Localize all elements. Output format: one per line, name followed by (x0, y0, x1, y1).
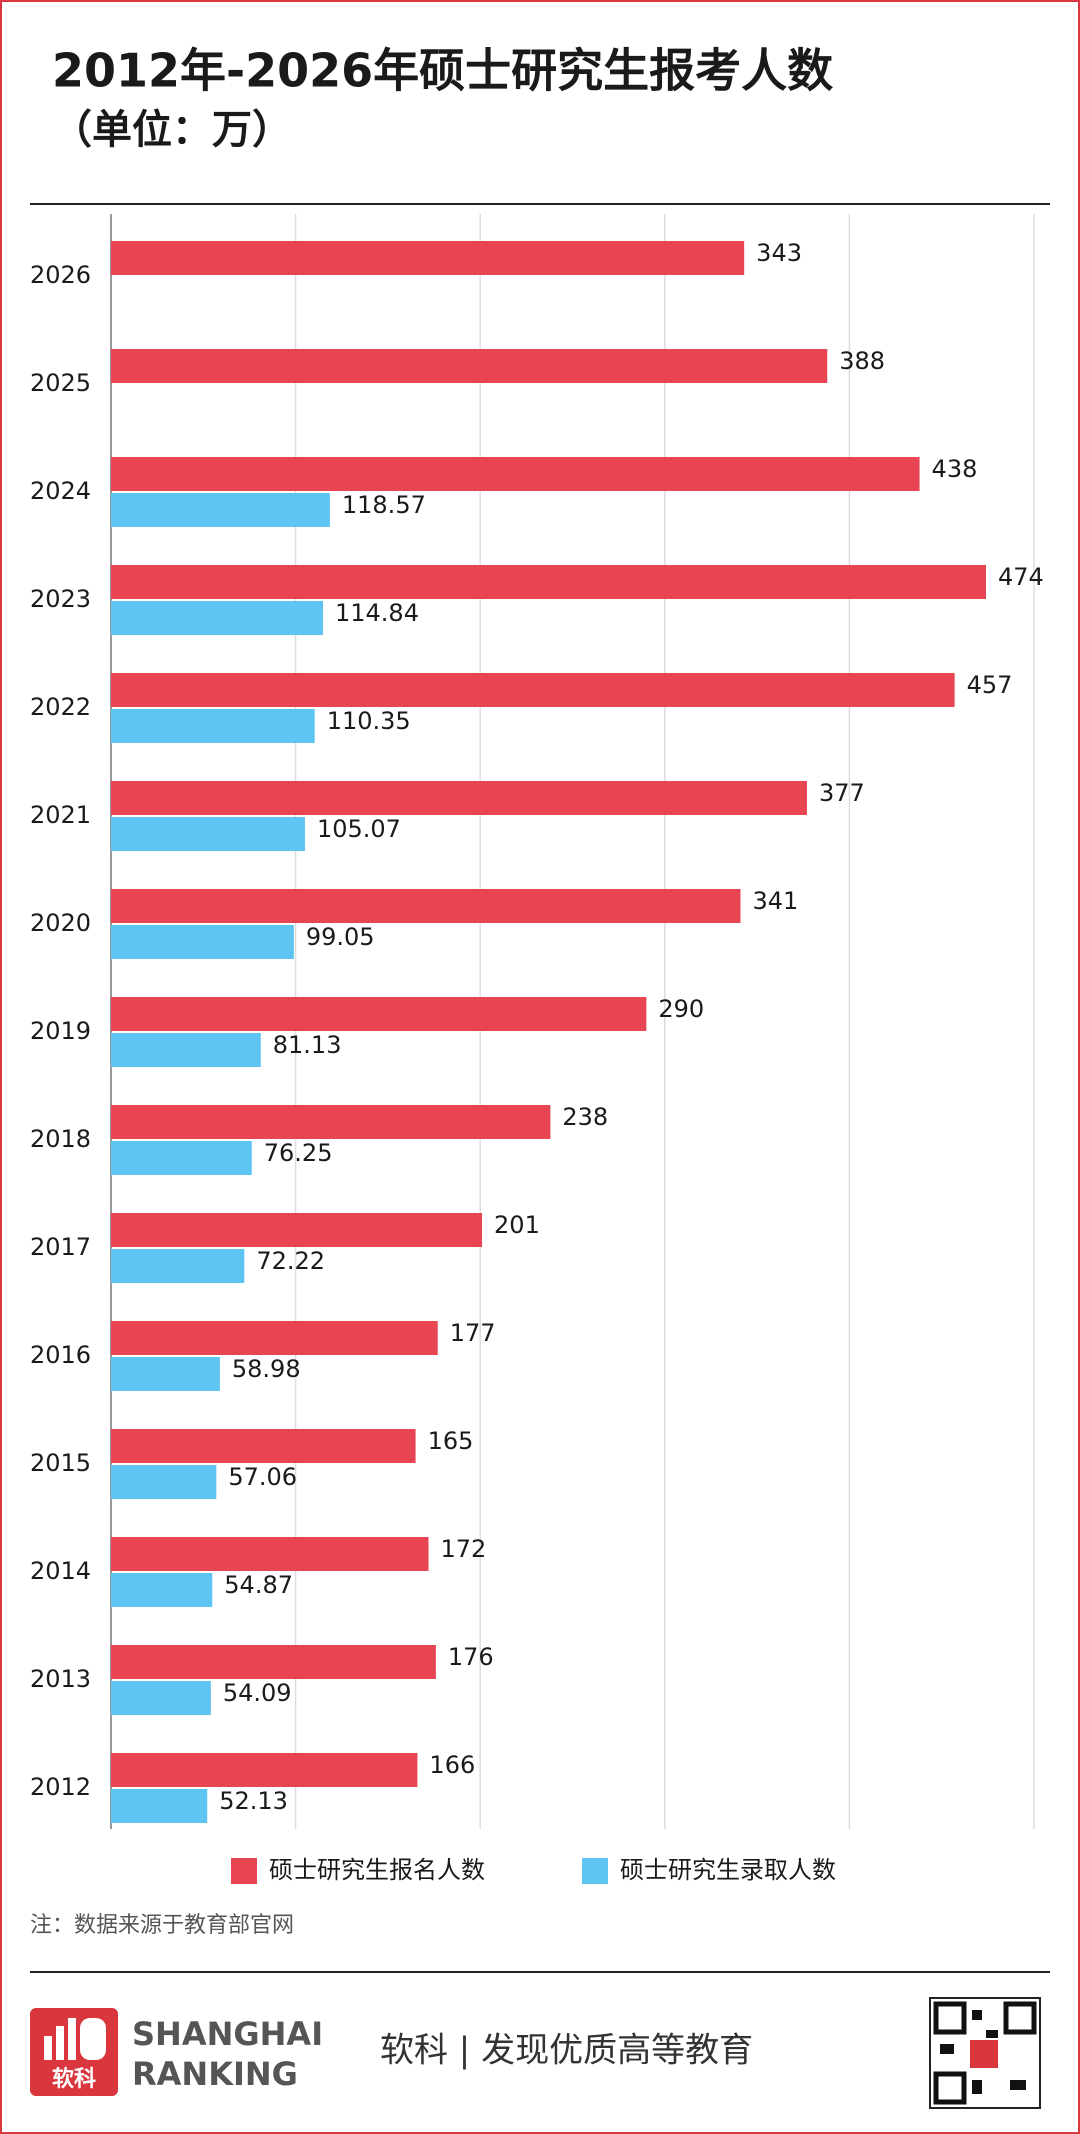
y-tick-label: 2017 (30, 1233, 91, 1261)
bar (111, 781, 807, 815)
slogan: 软科 | 发现优质高等教育 (380, 2031, 753, 2071)
value-label: 388 (839, 347, 885, 375)
bar (111, 1141, 252, 1175)
logo-bar (68, 2018, 76, 2060)
y-tick-label: 2019 (30, 1017, 91, 1045)
value-label: 76.25 (264, 1139, 333, 1167)
qr-finder (933, 2001, 967, 2035)
bar (111, 889, 741, 923)
y-tick-label: 2025 (30, 369, 91, 397)
note: 注：数据来源于教育部官网 (30, 1913, 294, 1938)
bar (111, 457, 920, 491)
qr-dot (972, 2080, 982, 2094)
bar (111, 241, 745, 275)
bar (111, 1645, 436, 1679)
bar (111, 925, 294, 959)
value-label: 110.35 (327, 707, 411, 735)
y-tick-label: 2020 (30, 909, 91, 937)
value-label: 166 (429, 1751, 475, 1779)
value-label: 172 (441, 1535, 487, 1563)
y-tick-label: 2018 (30, 1125, 91, 1153)
bar (111, 349, 828, 383)
value-label: 72.22 (256, 1247, 325, 1275)
bar (111, 1789, 208, 1823)
value-label: 81.13 (273, 1031, 342, 1059)
bar (111, 1573, 213, 1607)
logo-text: 软科 (52, 2066, 96, 2092)
bar (111, 565, 987, 599)
value-label: 343 (756, 239, 802, 267)
y-tick-label: 2024 (30, 477, 91, 505)
value-label: 438 (932, 455, 978, 483)
value-label: 201 (494, 1211, 540, 1239)
legend-swatch (582, 1858, 608, 1884)
value-label: 341 (752, 887, 798, 915)
value-label: 177 (450, 1319, 496, 1347)
value-label: 54.87 (224, 1571, 293, 1599)
qr-finder (1003, 2001, 1037, 2035)
value-label: 54.09 (223, 1679, 292, 1707)
bar (111, 997, 647, 1031)
qr-dot (986, 2030, 998, 2038)
value-label: 474 (998, 563, 1044, 591)
bar (111, 1033, 261, 1067)
y-tick-label: 2013 (30, 1665, 91, 1693)
bar (111, 1321, 438, 1355)
logo: 软科 (30, 2008, 118, 2096)
value-label: 52.13 (219, 1787, 288, 1815)
qr-finder (933, 2071, 967, 2105)
value-label: 114.84 (335, 599, 419, 627)
value-label: 58.98 (232, 1355, 301, 1383)
bar (111, 1429, 416, 1463)
brand-line: SHANGHAI (132, 2015, 323, 2053)
qr-logo (970, 2040, 998, 2068)
brand-line: RANKING (132, 2055, 298, 2093)
value-label: 165 (428, 1427, 474, 1455)
value-label: 377 (819, 779, 865, 807)
bar (111, 601, 323, 635)
value-label: 118.57 (342, 491, 426, 519)
logo-bar (44, 2036, 52, 2060)
value-label: 238 (562, 1103, 608, 1131)
bar (111, 673, 955, 707)
y-tick-label: 2026 (30, 261, 91, 289)
bar (111, 1249, 245, 1283)
qr-dot (1010, 2080, 1026, 2090)
y-tick-label: 2015 (30, 1449, 91, 1477)
bar (111, 1753, 418, 1787)
qr-dot (972, 2010, 982, 2020)
chart-subtitle: （单位：万） (52, 107, 292, 153)
value-label: 290 (658, 995, 704, 1023)
logo-bar (56, 2026, 64, 2060)
y-tick-label: 2023 (30, 585, 91, 613)
value-label: 99.05 (306, 923, 375, 951)
legend-label: 硕士研究生报名人数 (269, 1856, 485, 1884)
y-tick-label: 2012 (30, 1773, 91, 1801)
legend-label: 硕士研究生录取人数 (620, 1856, 836, 1884)
bar (111, 1213, 483, 1247)
logo-bar (80, 2018, 106, 2060)
value-label: 105.07 (317, 815, 401, 843)
bar (111, 493, 330, 527)
value-label: 176 (448, 1643, 494, 1671)
value-label: 457 (967, 671, 1013, 699)
bar (111, 1681, 211, 1715)
y-tick-label: 2021 (30, 801, 91, 829)
bar (111, 1465, 217, 1499)
y-tick-label: 2014 (30, 1557, 91, 1585)
chart-title: 2012年-2026年硕士研究生报考人数 (52, 44, 833, 98)
legend-swatch (231, 1858, 257, 1884)
bar (111, 709, 315, 743)
bar (111, 1105, 551, 1139)
bar (111, 1357, 220, 1391)
qr-dot (940, 2044, 954, 2054)
y-tick-label: 2016 (30, 1341, 91, 1369)
value-label: 57.06 (228, 1463, 297, 1491)
y-tick-label: 2022 (30, 693, 91, 721)
bar (111, 817, 305, 851)
qr-code (929, 1997, 1041, 2109)
bar (111, 1537, 429, 1571)
